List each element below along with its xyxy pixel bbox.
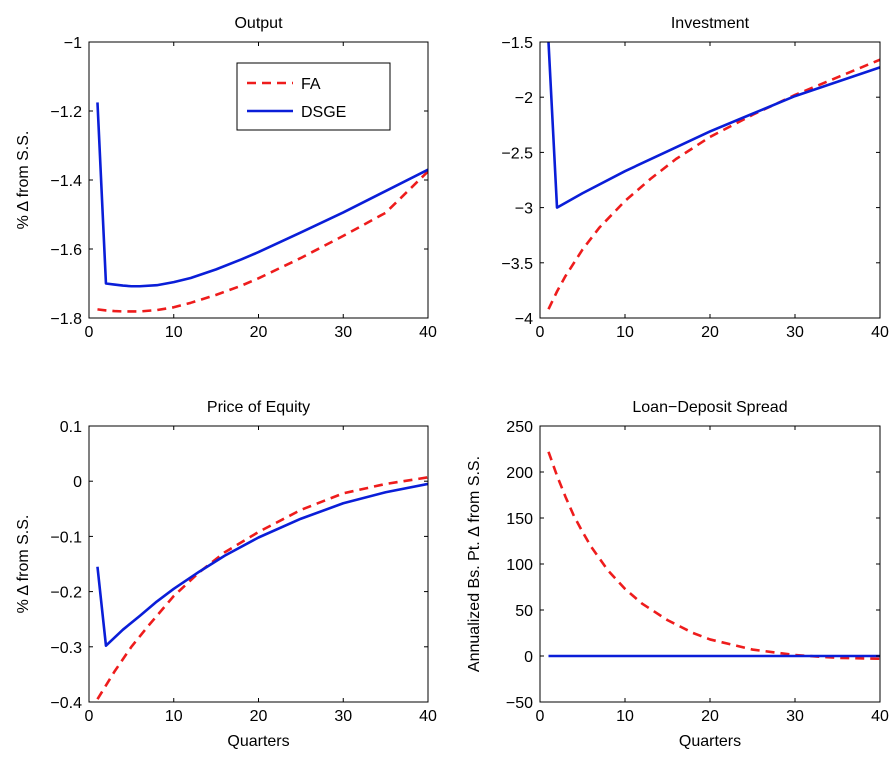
legend-label-fa: FA <box>301 76 321 93</box>
y-axis-label: % Δ from S.S. <box>15 515 32 614</box>
x-axis-label: Quarters <box>679 733 741 750</box>
y-tick-label: 0 <box>73 474 82 491</box>
subplot-3: 0 10 20 30 40 −0.4 −0.3 −0.2 −0.1 0 0.1 Price of Eq… <box>15 399 437 750</box>
y-tick-label: −0.4 <box>50 695 82 712</box>
y-tick-label: −50 <box>506 695 533 712</box>
subplot-1: 0 10 20 30 40 −1.8 −1.6 −1.4 −1.2 −1 Output % Δ fro… <box>15 15 437 341</box>
x-tick-label: 0 <box>85 708 94 725</box>
y-axis-label: % Δ from S.S. <box>15 131 32 230</box>
series-line-fa <box>97 170 428 313</box>
series-line-dsge <box>547 42 880 209</box>
x-tick-label: 0 <box>536 708 545 725</box>
y-tick-label: −0.3 <box>50 640 82 657</box>
y-tick-label: −1.6 <box>50 242 82 259</box>
series-line-dsge <box>96 482 428 648</box>
y-tick-label: −3.5 <box>501 256 533 273</box>
x-tick-label: 10 <box>616 324 634 341</box>
chart-title: Price of Equity <box>207 399 310 416</box>
x-tick-label: 30 <box>786 324 804 341</box>
subplot-2: 0 10 20 30 40 −4 −3.5 −3 −2.5 −2 −1.5 Investment <box>501 15 889 341</box>
y-tick-label: 250 <box>506 419 533 436</box>
x-tick-label: 20 <box>701 708 719 725</box>
y-tick-label: 100 <box>506 557 533 574</box>
plot-area <box>540 42 880 318</box>
y-tick-label: −0.2 <box>50 585 82 602</box>
x-tick-label: 20 <box>250 708 268 725</box>
series-line-dsge <box>96 102 428 288</box>
x-tick-label: 30 <box>786 708 804 725</box>
series-line-fa <box>96 476 428 700</box>
x-tick-label: 20 <box>250 324 268 341</box>
y-tick-label: 50 <box>515 603 533 620</box>
y-tick-label: −2.5 <box>501 145 533 162</box>
series-line-fa <box>547 451 880 661</box>
y-tick-label: 150 <box>506 511 533 528</box>
x-tick-label: 0 <box>85 324 94 341</box>
x-tick-label: 40 <box>419 324 437 341</box>
y-tick-label: −0.1 <box>50 529 82 546</box>
x-tick-label: 30 <box>334 324 352 341</box>
y-tick-label: −1.8 <box>50 311 82 328</box>
y-tick-label: −3 <box>515 201 533 218</box>
x-tick-label: 10 <box>616 708 634 725</box>
plot-area <box>89 426 428 702</box>
y-tick-label: −4 <box>515 311 533 328</box>
x-tick-label: 10 <box>165 708 183 725</box>
y-tick-label: −2 <box>515 90 533 107</box>
y-tick-label: 200 <box>506 465 533 482</box>
y-tick-label: −1.4 <box>50 173 82 190</box>
x-axis-label: Quarters <box>227 733 289 750</box>
y-tick-label: 0.1 <box>60 419 82 436</box>
plot-area <box>540 426 880 702</box>
x-tick-label: 40 <box>871 324 889 341</box>
y-tick-label: −1 <box>64 35 82 52</box>
x-tick-label: 40 <box>419 708 437 725</box>
x-tick-label: 40 <box>871 708 889 725</box>
y-tick-label: −1.5 <box>501 35 533 52</box>
legend-label-dsge: DSGE <box>301 104 346 121</box>
chart-title: Investment <box>671 15 750 32</box>
subplot-4: 0 10 20 30 40−50050100150200250Loan−Deposit … <box>466 399 889 750</box>
chart-title: Loan−Deposit Spread <box>632 399 787 416</box>
y-tick-label: −1.2 <box>50 104 82 121</box>
chart-title: Output <box>234 15 283 32</box>
x-tick-label: 20 <box>701 324 719 341</box>
x-tick-label: 0 <box>536 324 545 341</box>
legend: FA DSGE <box>236 62 391 131</box>
y-axis-label: Annualized Bs. Pt. Δ from S.S. <box>466 456 483 672</box>
x-tick-label: 10 <box>165 324 183 341</box>
y-tick-label: 0 <box>524 649 533 666</box>
legend-box <box>236 62 391 131</box>
x-tick-label: 30 <box>334 708 352 725</box>
